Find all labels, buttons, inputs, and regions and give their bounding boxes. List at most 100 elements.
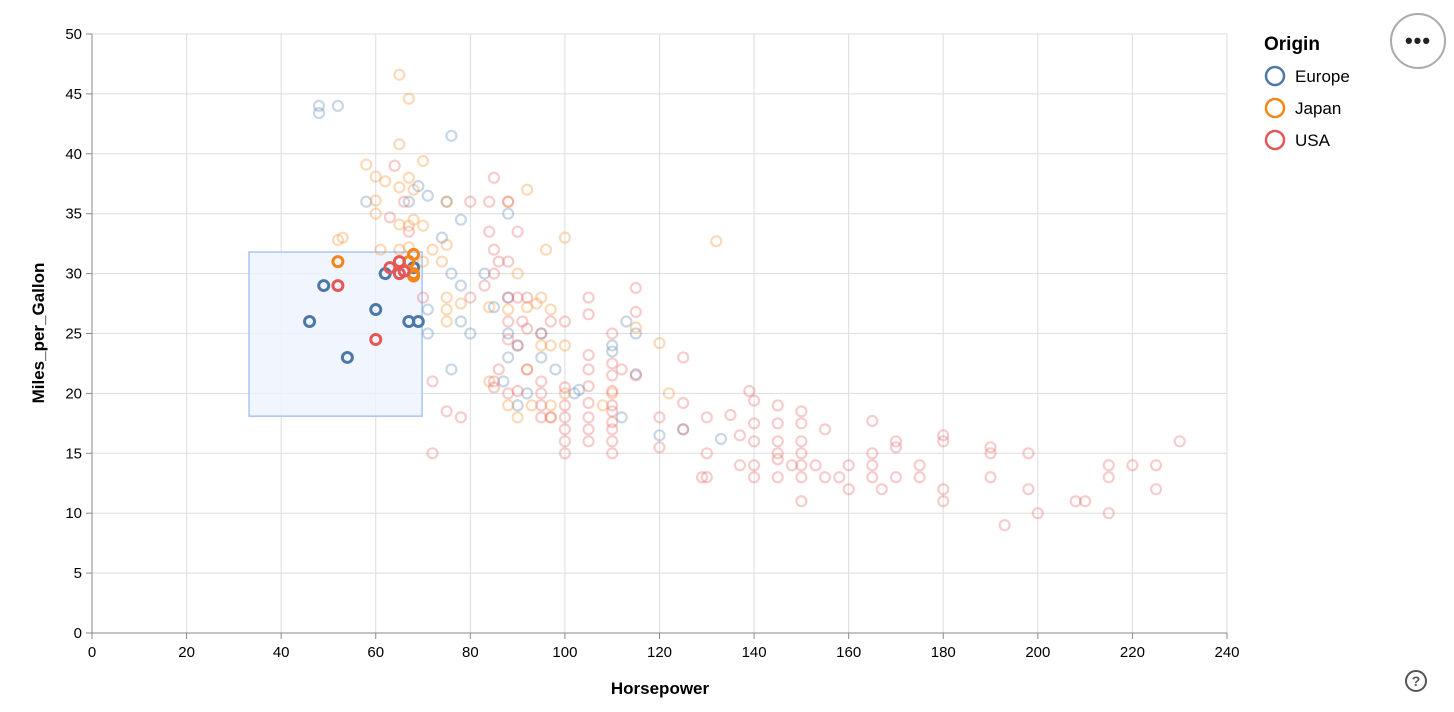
point-usa xyxy=(913,471,926,484)
point-japan xyxy=(393,138,406,151)
point-usa xyxy=(535,411,548,424)
point-usa xyxy=(606,357,619,370)
point-usa xyxy=(502,315,515,328)
x-tick-label: 200 xyxy=(1025,644,1050,661)
x-tick-label: 0 xyxy=(88,644,96,661)
point-usa xyxy=(1102,459,1115,472)
point-usa xyxy=(331,279,345,293)
point-europe xyxy=(629,368,642,381)
x-tick-label: 100 xyxy=(552,644,577,661)
point-japan xyxy=(393,218,406,231)
point-japan xyxy=(539,243,553,256)
y-tick-label: 40 xyxy=(65,146,82,163)
point-usa xyxy=(582,435,595,448)
point-japan xyxy=(596,399,609,412)
point-usa xyxy=(492,255,505,268)
point-japan xyxy=(336,231,349,244)
point-europe xyxy=(520,387,534,400)
point-japan xyxy=(416,219,430,232)
point-usa xyxy=(426,375,439,388)
point-usa xyxy=(582,291,595,304)
point-usa xyxy=(502,387,515,400)
point-usa xyxy=(520,322,534,335)
point-usa xyxy=(544,315,557,328)
point-usa xyxy=(416,291,430,304)
point-usa xyxy=(984,471,997,484)
help-icon[interactable]: ? xyxy=(1405,670,1427,692)
x-axis-title: Horsepower xyxy=(611,679,710,698)
point-usa xyxy=(483,195,496,208)
point-usa xyxy=(520,363,534,376)
point-usa xyxy=(795,495,808,508)
point-usa xyxy=(606,416,619,429)
point-usa xyxy=(747,435,761,448)
point-usa xyxy=(937,495,950,508)
x-tick-label: 180 xyxy=(931,644,956,661)
point-usa xyxy=(388,159,401,172)
point-usa xyxy=(771,417,784,430)
point-usa xyxy=(747,394,761,407)
point-japan xyxy=(454,297,467,310)
point-usa xyxy=(1173,435,1186,448)
point-japan xyxy=(440,238,453,251)
point-japan xyxy=(440,291,453,304)
point-europe xyxy=(535,327,548,340)
y-tick-label: 35 xyxy=(65,206,82,223)
point-usa xyxy=(478,279,491,292)
point-usa xyxy=(875,483,888,496)
point-japan xyxy=(520,363,534,376)
point-usa xyxy=(464,291,477,304)
point-japan xyxy=(402,92,415,105)
x-tick-label: 60 xyxy=(367,644,384,661)
point-usa xyxy=(511,291,524,304)
point-usa xyxy=(733,459,746,472)
point-usa xyxy=(747,459,761,472)
point-usa xyxy=(724,408,737,422)
point-europe xyxy=(435,231,449,244)
point-japan xyxy=(558,339,572,352)
point-usa xyxy=(695,471,709,484)
point-europe xyxy=(454,279,467,292)
actions-menu-button[interactable]: ••• xyxy=(1390,13,1446,69)
point-japan xyxy=(407,247,421,261)
point-usa xyxy=(771,399,784,412)
point-europe xyxy=(606,339,619,352)
y-tick-label: 30 xyxy=(65,266,82,283)
point-usa xyxy=(454,411,467,424)
point-japan xyxy=(710,235,723,248)
point-europe xyxy=(421,327,434,340)
point-usa xyxy=(511,339,524,352)
point-europe xyxy=(402,195,415,208)
y-tick-label: 20 xyxy=(65,385,82,402)
point-europe xyxy=(615,411,628,424)
point-europe xyxy=(312,99,326,112)
point-usa xyxy=(1031,507,1044,520)
point-japan xyxy=(426,243,439,256)
point-usa xyxy=(511,225,524,238)
point-usa xyxy=(795,417,808,430)
point-usa xyxy=(795,471,808,484)
point-japan xyxy=(402,219,415,232)
point-japan xyxy=(502,195,515,208)
point-japan xyxy=(520,183,534,196)
point-japan xyxy=(407,269,421,283)
point-usa xyxy=(677,423,690,436)
point-usa xyxy=(998,519,1011,532)
point-europe xyxy=(568,387,581,400)
point-japan xyxy=(331,233,345,247)
point-japan xyxy=(535,291,548,304)
point-usa xyxy=(747,417,761,430)
point-usa xyxy=(558,381,572,394)
point-usa xyxy=(535,399,548,412)
point-europe xyxy=(502,351,515,364)
point-usa xyxy=(700,411,713,424)
point-europe xyxy=(445,363,458,376)
point-europe xyxy=(312,106,326,120)
point-japan xyxy=(502,303,515,316)
point-usa xyxy=(1126,459,1139,472)
point-usa xyxy=(1022,447,1035,460)
point-japan xyxy=(393,243,406,256)
point-usa xyxy=(558,423,572,436)
brush-selection[interactable] xyxy=(248,251,423,417)
point-usa xyxy=(984,447,997,460)
